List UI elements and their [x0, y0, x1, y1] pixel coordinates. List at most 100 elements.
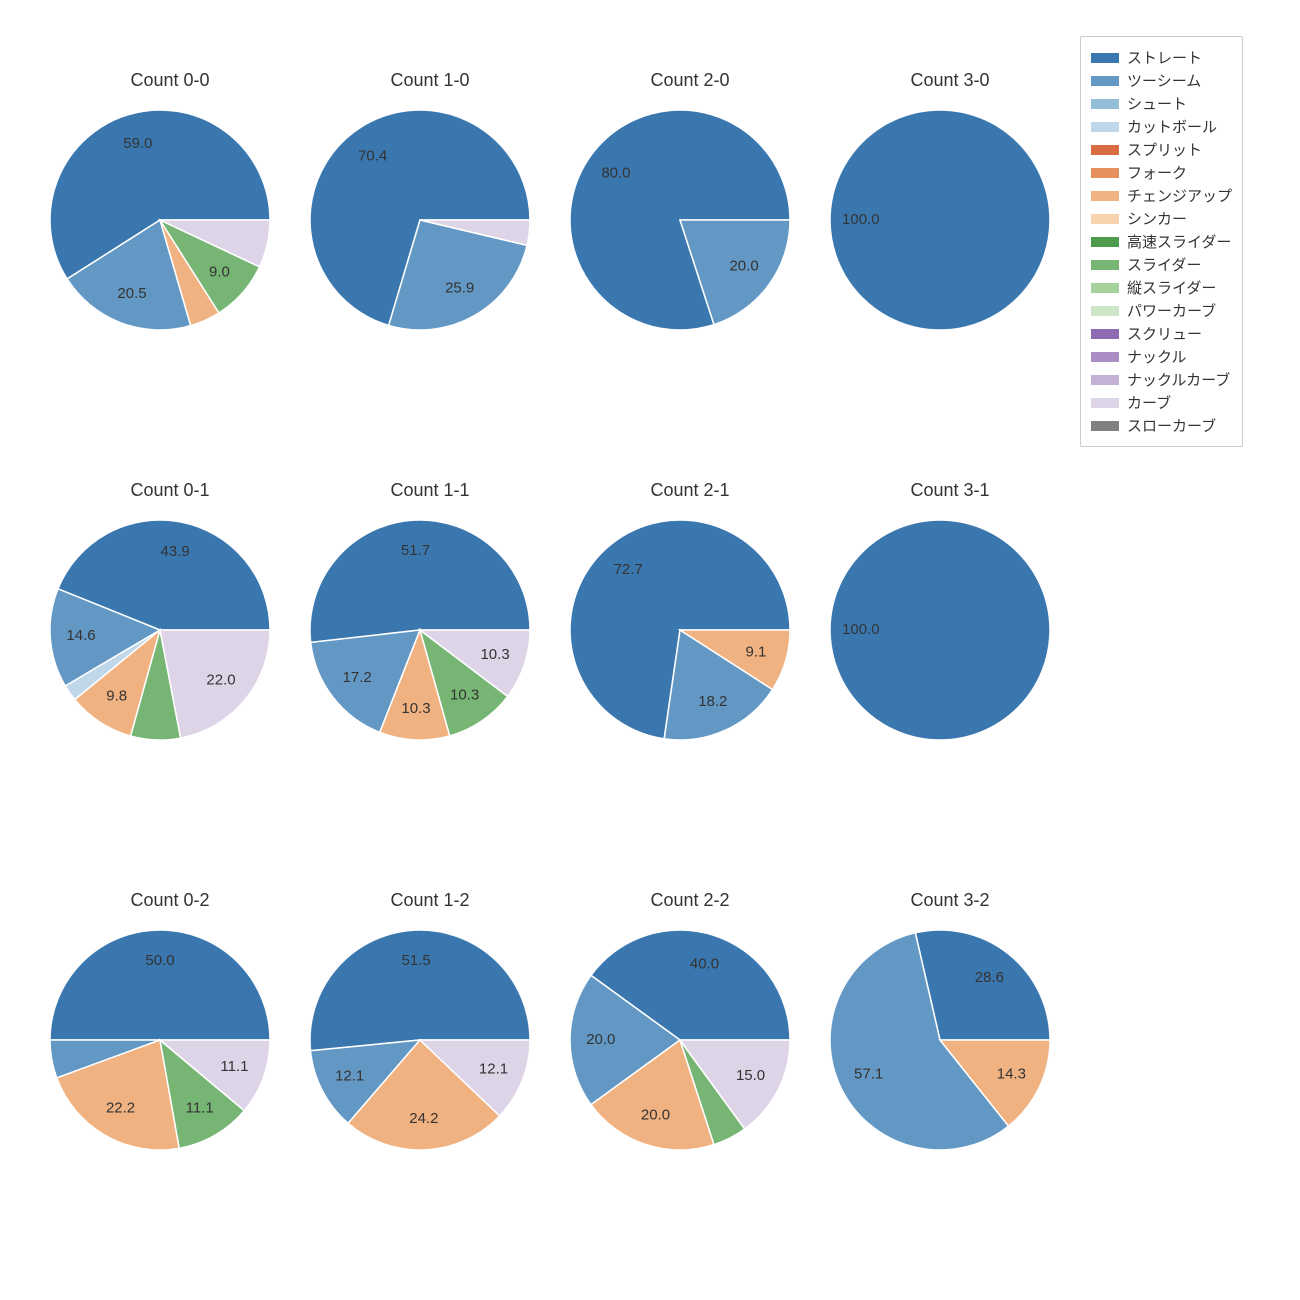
legend-swatch — [1091, 99, 1119, 109]
slice-label: 22.2 — [106, 1100, 135, 1117]
legend-label: 縦スライダー — [1127, 277, 1216, 298]
chart-title: Count 0-2 — [40, 890, 300, 911]
legend-label: スライダー — [1127, 254, 1201, 275]
pie-chart: Count 3-1100.0 — [820, 500, 1080, 750]
legend-swatch — [1091, 76, 1119, 86]
slice-label: 20.0 — [729, 258, 758, 275]
legend-item: ナックルカーブ — [1091, 369, 1232, 390]
legend-swatch — [1091, 306, 1119, 316]
pie-chart: Count 1-251.512.124.212.1 — [300, 910, 560, 1160]
legend-swatch — [1091, 191, 1119, 201]
pie-chart: Count 3-0100.0 — [820, 90, 1080, 340]
chart-title: Count 0-1 — [40, 480, 300, 501]
slice-label: 11.1 — [186, 1100, 214, 1117]
chart-title: Count 1-1 — [300, 480, 560, 501]
legend-label: パワーカーブ — [1127, 300, 1216, 321]
slice-label: 28.6 — [975, 969, 1004, 986]
legend-label: ストレート — [1127, 47, 1202, 68]
pie-slice — [310, 520, 530, 642]
pie-chart: Count 2-240.020.020.015.0 — [560, 910, 820, 1160]
pie-svg: 51.717.210.310.310.3 — [300, 510, 540, 750]
legend-swatch — [1091, 283, 1119, 293]
slice-label: 80.0 — [601, 164, 630, 181]
legend-label: フォーク — [1127, 162, 1187, 183]
legend-item: スローカーブ — [1091, 415, 1232, 436]
slice-label: 14.3 — [997, 1065, 1026, 1082]
legend-item: スクリュー — [1091, 323, 1232, 344]
slice-label: 100.0 — [842, 211, 880, 228]
pie-svg: 28.657.114.3 — [820, 920, 1060, 1160]
slice-label: 51.7 — [401, 542, 430, 559]
pie-svg: 50.022.211.111.1 — [40, 920, 280, 1160]
legend-swatch — [1091, 214, 1119, 224]
slice-label: 40.0 — [690, 956, 719, 973]
slice-label: 100.0 — [842, 621, 880, 638]
slice-label: 12.1 — [335, 1067, 364, 1084]
chart-title: Count 0-0 — [40, 70, 300, 91]
slice-label: 22.0 — [206, 671, 235, 688]
chart-title: Count 3-1 — [820, 480, 1080, 501]
legend-item: チェンジアップ — [1091, 185, 1232, 206]
legend-swatch — [1091, 260, 1119, 270]
slice-label: 9.8 — [106, 687, 127, 704]
pie-chart: Count 2-172.718.29.1 — [560, 500, 820, 750]
pie-svg: 51.5 12.1 24.2 12.1 — [300, 920, 540, 1160]
legend-label: チェンジアップ — [1127, 185, 1232, 206]
legend-label: カットボール — [1127, 116, 1217, 137]
slice-label: 25.9 — [445, 280, 474, 297]
chart-title: Count 2-2 — [560, 890, 820, 911]
legend-label: ナックルカーブ — [1127, 369, 1230, 390]
legend-item: フォーク — [1091, 162, 1232, 183]
legend-swatch — [1091, 375, 1119, 385]
legend-swatch — [1091, 329, 1119, 339]
legend-swatch — [1091, 168, 1119, 178]
pie-svg: 59.020.59.0 — [40, 100, 280, 340]
pie-svg: 72.7 18.2 9.1 — [560, 510, 800, 750]
legend-swatch — [1091, 421, 1119, 431]
slice-label: 72.7 — [614, 561, 643, 578]
legend-swatch — [1091, 398, 1119, 408]
chart-title: Count 1-0 — [300, 70, 560, 91]
chart-title: Count 2-1 — [560, 480, 820, 501]
pie-slice — [50, 930, 270, 1040]
legend-label: スプリット — [1127, 139, 1202, 160]
legend: ストレートツーシームシュートカットボールスプリットフォークチェンジアップシンカー… — [1080, 36, 1243, 447]
legend-item: ツーシーム — [1091, 70, 1232, 91]
slice-label: 51.5 — [402, 952, 431, 969]
slice-label: 11.1 — [220, 1058, 248, 1075]
legend-item: カットボール — [1091, 116, 1232, 137]
slice-label: 9.1 — [746, 643, 767, 660]
legend-item: カーブ — [1091, 392, 1232, 413]
pie-svg: 80.0 20.0 — [560, 100, 800, 340]
slice-label: 18.2 — [698, 693, 727, 710]
pie-svg: 100.0 — [820, 510, 1060, 750]
legend-label: ツーシーム — [1127, 70, 1201, 91]
pie-chart: Count 0-250.022.211.111.1 — [40, 910, 300, 1160]
legend-label: スローカーブ — [1127, 415, 1216, 436]
legend-item: パワーカーブ — [1091, 300, 1232, 321]
slice-label: 20.0 — [586, 1031, 615, 1048]
legend-swatch — [1091, 145, 1119, 155]
chart-title: Count 2-0 — [560, 70, 820, 91]
legend-label: シンカー — [1127, 208, 1187, 229]
legend-item: スライダー — [1091, 254, 1232, 275]
legend-label: 高速スライダー — [1127, 231, 1231, 252]
legend-swatch — [1091, 122, 1119, 132]
slice-label: 12.1 — [479, 1060, 508, 1077]
legend-swatch — [1091, 352, 1119, 362]
slice-label: 24.2 — [409, 1110, 438, 1127]
pie-chart: Count 2-080.020.0 — [560, 90, 820, 340]
slice-label: 9.0 — [209, 263, 230, 280]
legend-label: カーブ — [1127, 392, 1171, 413]
legend-swatch — [1091, 237, 1119, 247]
slice-label: 17.2 — [343, 669, 372, 686]
pie-chart: Count 1-070.425.9 — [300, 90, 560, 340]
slice-label: 43.9 — [160, 543, 189, 560]
legend-item: シンカー — [1091, 208, 1232, 229]
pie-chart: Count 1-151.717.210.310.310.3 — [300, 500, 560, 750]
slice-label: 10.3 — [450, 686, 479, 703]
slice-label: 15.0 — [736, 1067, 765, 1084]
slice-label: 14.6 — [66, 627, 95, 644]
slice-label: 10.3 — [401, 700, 430, 717]
legend-swatch — [1091, 53, 1119, 63]
